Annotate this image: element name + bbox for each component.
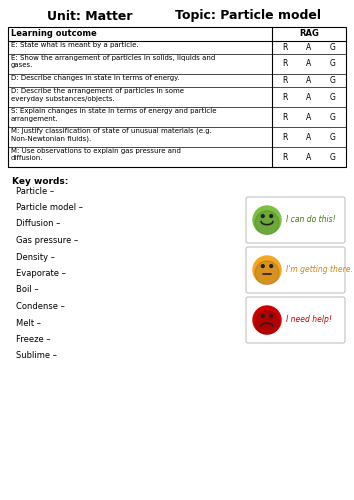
FancyBboxPatch shape xyxy=(246,197,345,243)
Text: A: A xyxy=(306,76,312,85)
Text: M: Use observations to explain gas pressure and
diffusion.: M: Use observations to explain gas press… xyxy=(11,148,181,162)
Text: Unit: Matter: Unit: Matter xyxy=(47,10,133,22)
Text: RAG: RAG xyxy=(299,30,319,38)
Text: G: G xyxy=(330,76,336,85)
Text: Melt –: Melt – xyxy=(16,318,41,328)
Text: A: A xyxy=(306,60,312,68)
Text: R: R xyxy=(282,152,288,162)
Text: I can do this!: I can do this! xyxy=(286,216,336,224)
Text: Density –: Density – xyxy=(16,252,55,262)
Circle shape xyxy=(255,261,279,284)
Text: Particle model –: Particle model – xyxy=(16,203,83,212)
Text: I'm getting there.: I'm getting there. xyxy=(286,266,353,274)
Text: G: G xyxy=(330,92,336,102)
Text: G: G xyxy=(330,152,336,162)
Text: A: A xyxy=(306,132,312,141)
Circle shape xyxy=(261,214,264,218)
Circle shape xyxy=(270,264,273,268)
Text: G: G xyxy=(330,60,336,68)
Circle shape xyxy=(255,311,279,334)
Text: Condense –: Condense – xyxy=(16,302,65,311)
Text: A: A xyxy=(306,112,312,122)
Text: E: State what is meant by a particle.: E: State what is meant by a particle. xyxy=(11,42,139,48)
Text: A: A xyxy=(306,152,312,162)
Text: Particle –: Particle – xyxy=(16,186,54,196)
Text: Boil –: Boil – xyxy=(16,286,39,294)
Text: R: R xyxy=(282,112,288,122)
Text: D: Describe changes in state in terms of energy.: D: Describe changes in state in terms of… xyxy=(11,75,179,81)
Text: Key words:: Key words: xyxy=(12,177,68,186)
Text: R: R xyxy=(282,43,288,52)
Circle shape xyxy=(253,256,281,284)
Circle shape xyxy=(261,264,264,268)
Text: Freeze –: Freeze – xyxy=(16,335,51,344)
Text: A: A xyxy=(306,43,312,52)
Text: M: Justify classification of state of unusual materials (e.g.
Non-Newtonian flui: M: Justify classification of state of un… xyxy=(11,128,212,142)
Circle shape xyxy=(253,306,281,334)
Text: R: R xyxy=(282,60,288,68)
Circle shape xyxy=(270,214,273,218)
Text: G: G xyxy=(330,43,336,52)
Text: D: Describe the arrangement of particles in some
everyday substances/objects.: D: Describe the arrangement of particles… xyxy=(11,88,184,102)
Text: Topic: Particle model: Topic: Particle model xyxy=(175,10,321,22)
Circle shape xyxy=(253,206,281,234)
Text: I need help!: I need help! xyxy=(286,316,332,324)
Text: Evaporate –: Evaporate – xyxy=(16,269,66,278)
FancyBboxPatch shape xyxy=(246,297,345,343)
Text: G: G xyxy=(330,132,336,141)
Text: S: Explain changes in state in terms of energy and particle
arrangement.: S: Explain changes in state in terms of … xyxy=(11,108,217,122)
Text: G: G xyxy=(330,112,336,122)
FancyBboxPatch shape xyxy=(246,247,345,293)
Text: R: R xyxy=(282,92,288,102)
Circle shape xyxy=(255,211,279,234)
Text: R: R xyxy=(282,132,288,141)
Text: Learning outcome: Learning outcome xyxy=(11,30,97,38)
Text: R: R xyxy=(282,76,288,85)
Text: A: A xyxy=(306,92,312,102)
Text: E: Show the arrangement of particles in solids, liquids and
gases.: E: Show the arrangement of particles in … xyxy=(11,55,215,68)
Text: Sublime –: Sublime – xyxy=(16,352,57,360)
Text: Gas pressure –: Gas pressure – xyxy=(16,236,78,245)
Circle shape xyxy=(261,314,264,318)
Text: Diffusion –: Diffusion – xyxy=(16,220,61,228)
Circle shape xyxy=(270,314,273,318)
Bar xyxy=(8,27,346,167)
